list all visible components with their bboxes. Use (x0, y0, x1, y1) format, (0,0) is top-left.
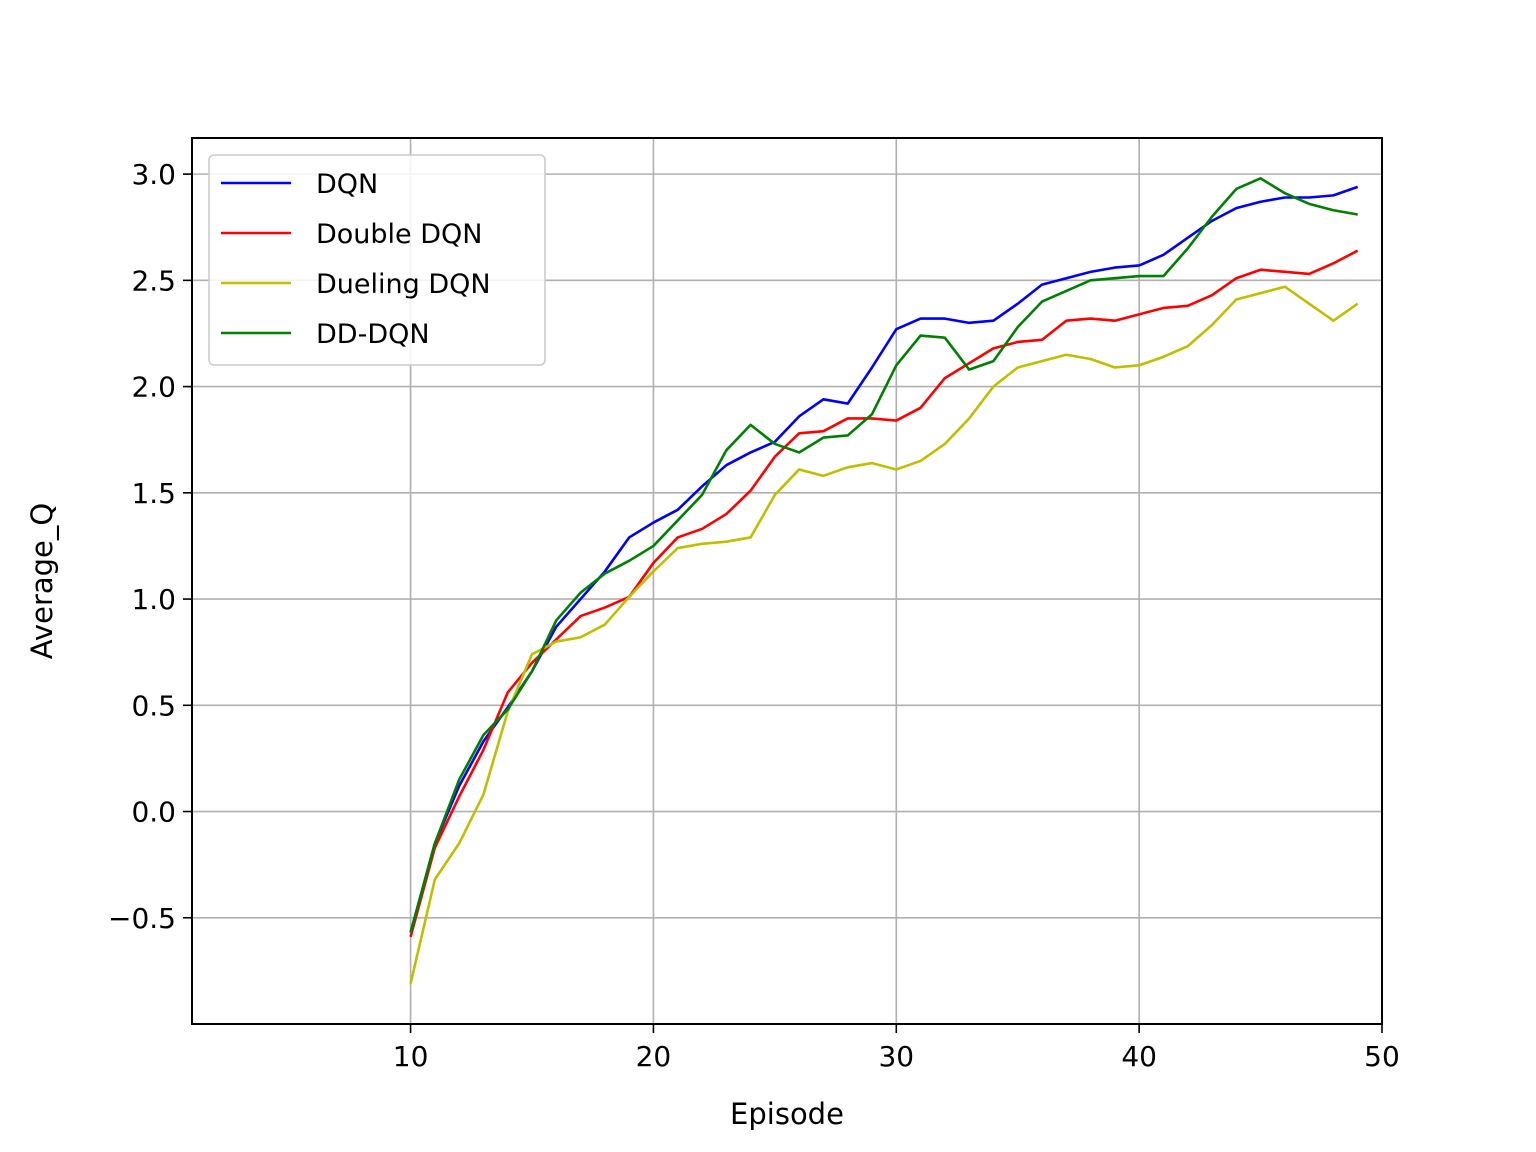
x-tick-label: 40 (1121, 1040, 1157, 1073)
legend-label: Dueling DQN (316, 269, 491, 300)
series-line-dd-dqn (409, 177, 1358, 933)
y-tick-label: 0.0 (131, 796, 176, 829)
legend-label: Double DQN (316, 219, 483, 250)
y-axis-label: Average_Q (25, 503, 59, 659)
axis-ticks: 10 20 30 40 50 −0.5 0.0 0.5 1.0 1.5 2.0 2.5 3.0 (108, 158, 1400, 1073)
series-line-dueling-dqn (409, 285, 1359, 984)
legend-label: DD-DQN (316, 319, 430, 350)
y-tick-label: 2.0 (131, 371, 176, 404)
legend: DQN Double DQN Dueling DQN DD-DQN (208, 154, 546, 366)
y-tick-label: −0.5 (108, 902, 176, 935)
x-tick-label: 50 (1364, 1040, 1400, 1073)
series-lines (409, 177, 1359, 984)
y-tick-label: 2.5 (131, 264, 176, 297)
series-line-dqn (409, 185, 1359, 933)
plot-frame (191, 137, 1383, 1025)
y-tick-label: 0.5 (131, 689, 176, 722)
y-tick-label: 3.0 (131, 158, 176, 191)
series-line-double-dqn (409, 249, 1359, 938)
legend-label: DQN (316, 169, 378, 200)
x-axis-label: Episode (730, 1097, 844, 1131)
y-tick-label: 1.5 (131, 477, 176, 510)
x-tick-label: 10 (393, 1040, 429, 1073)
grid-lines (192, 138, 1383, 1024)
legend-box (208, 154, 546, 366)
x-tick-label: 20 (636, 1040, 672, 1073)
y-tick-label: 1.0 (131, 583, 176, 616)
x-tick-label: 30 (878, 1040, 914, 1073)
